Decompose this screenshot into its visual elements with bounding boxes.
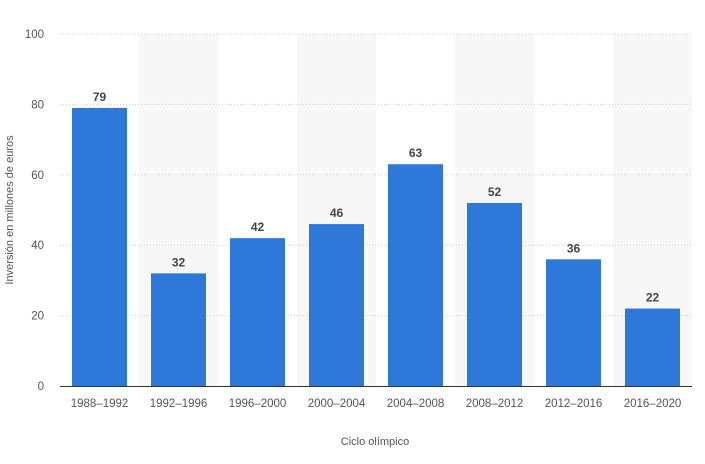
bar-2000–2004 [309, 224, 364, 386]
data-label: 42 [251, 220, 265, 234]
data-label: 63 [409, 146, 423, 160]
data-label: 52 [488, 185, 502, 199]
y-tick-label: 0 [38, 381, 44, 393]
bar-1996–2000 [230, 238, 285, 386]
bar-2012–2016 [546, 259, 601, 386]
data-label: 79 [93, 90, 107, 104]
y-tick-label: 20 [31, 311, 44, 323]
bar-1992–1996 [151, 273, 206, 386]
y-tick-label: 40 [31, 240, 44, 252]
bar-2016–2020 [625, 308, 680, 386]
y-axis-title: Inversión en millones de euros [4, 135, 16, 285]
data-label: 32 [172, 255, 186, 269]
x-tick-label: 1988–1992 [71, 398, 129, 410]
y-tick-label: 60 [31, 170, 44, 182]
bar-1988–1992 [72, 107, 127, 387]
bar-2008–2012 [467, 202, 522, 386]
x-axis-tick-labels: 1988–1992 1992–1996 1996–2000 2000–2004 2004… [71, 398, 682, 410]
y-tick-label: 100 [25, 29, 44, 41]
data-label: 36 [567, 241, 581, 255]
bars [72, 107, 680, 387]
x-tick-label: 1992–1996 [150, 398, 208, 410]
y-tick-label: 80 [31, 99, 44, 111]
data-label: 22 [646, 291, 660, 305]
x-tick-label: 2004–2008 [387, 398, 445, 410]
x-tick-label: 2016–2020 [624, 398, 682, 410]
x-tick-label: 2012–2016 [545, 398, 603, 410]
x-tick-label: 2000–2004 [308, 398, 366, 410]
x-tick-label: 2008–2012 [466, 398, 524, 410]
x-axis-title: Ciclo olímpico [341, 436, 409, 448]
data-labels: 79 32 42 46 63 52 36 22 [93, 90, 660, 305]
bar-2004–2008 [388, 164, 443, 386]
x-tick-label: 1996–2000 [229, 398, 287, 410]
y-axis-tick-labels: 0 20 40 60 80 100 [25, 29, 44, 393]
data-label: 46 [330, 206, 344, 220]
